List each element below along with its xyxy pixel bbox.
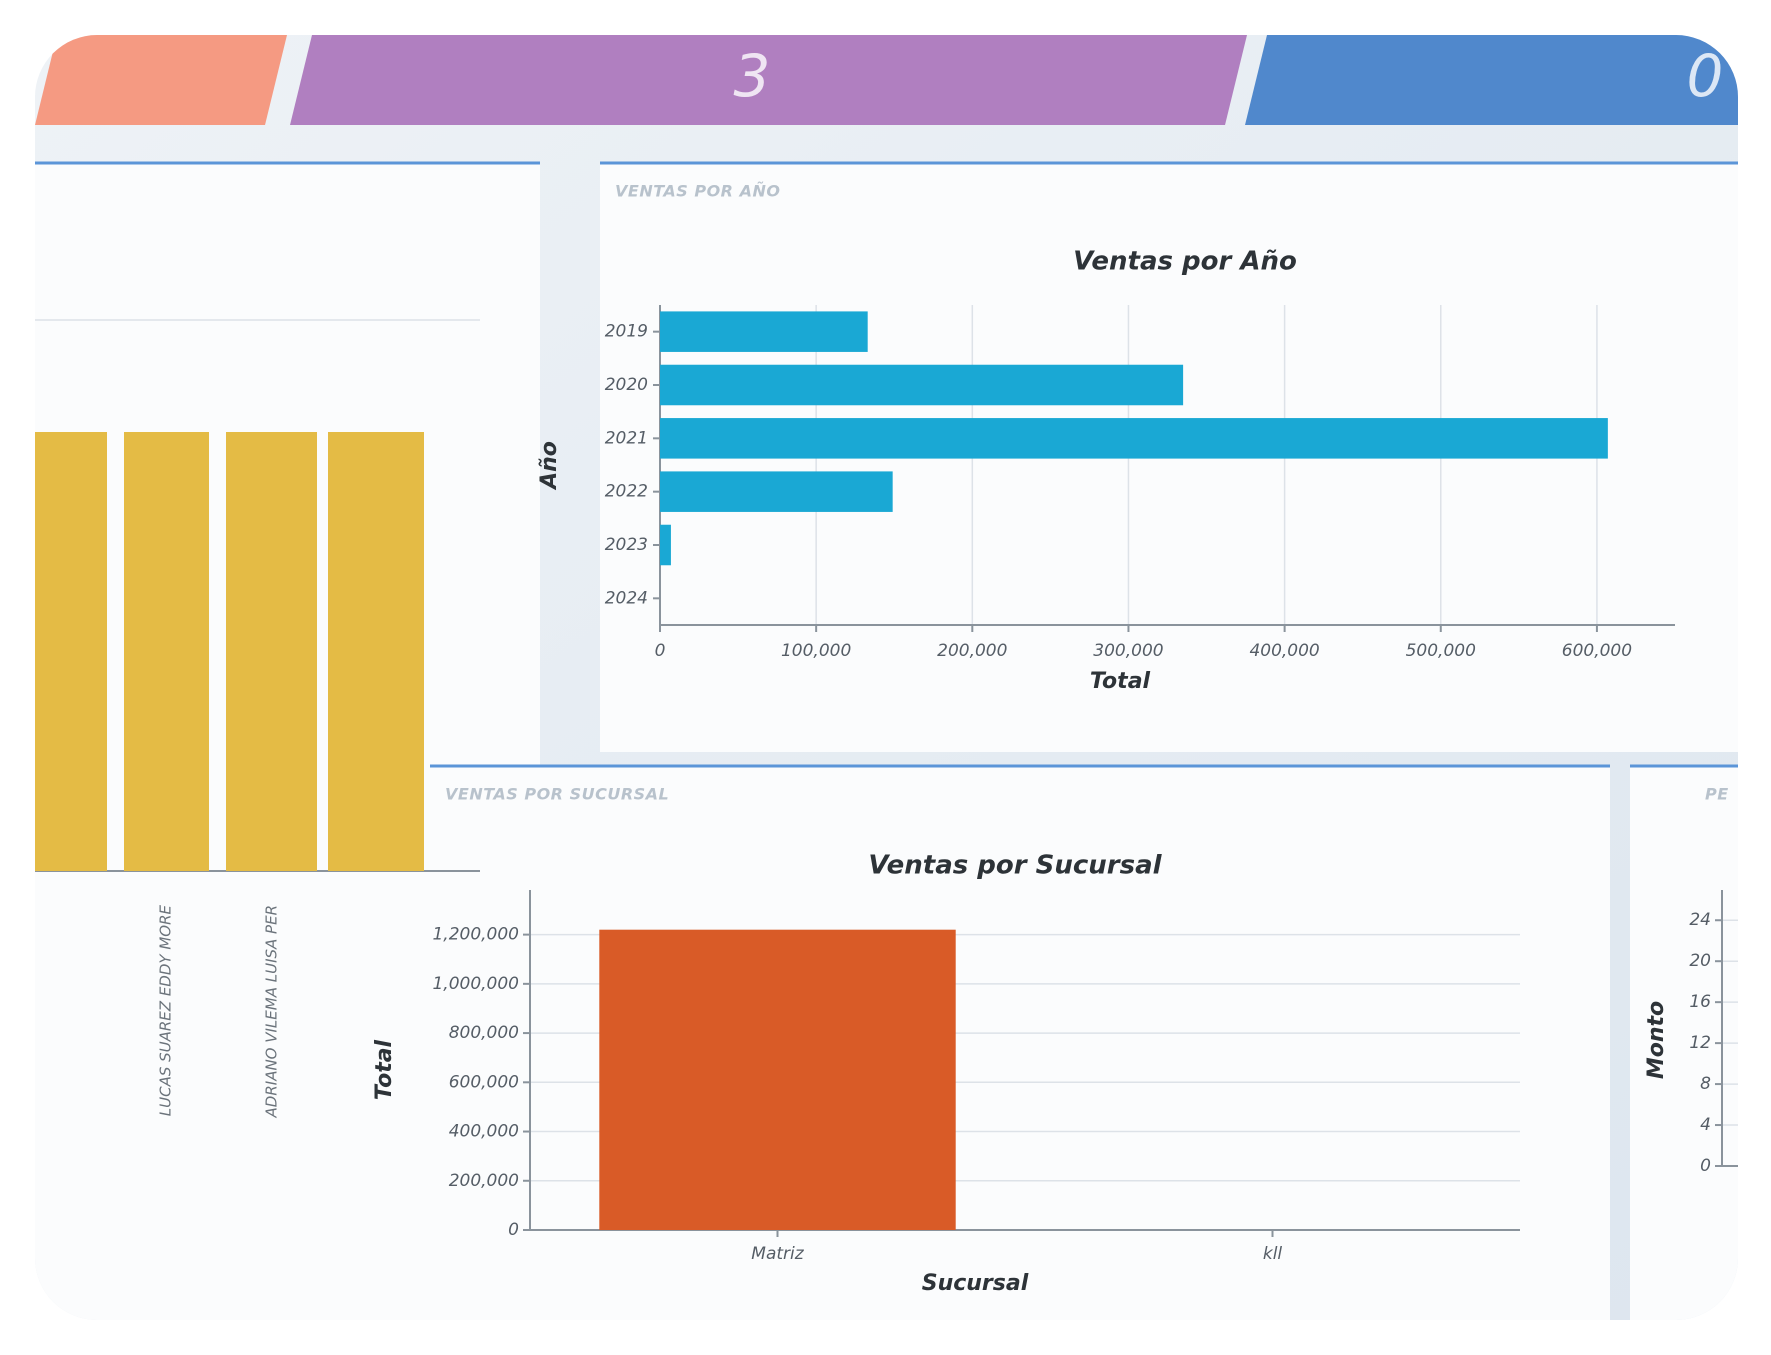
y-tick-label: 0 [1700, 1156, 1711, 1176]
chart-title: Ventas por Sucursal [868, 851, 1162, 881]
x-axis-title: Total [1090, 669, 1151, 694]
x-tick-label: 0 [655, 641, 666, 661]
y-tick-label: 600,000 [449, 1072, 519, 1092]
panel-title: VENTAS POR AÑO [615, 182, 780, 201]
y-axis-title: Monto [1644, 1001, 1669, 1079]
x-axis-title: Sucursal [922, 1271, 1029, 1296]
bar [660, 471, 893, 512]
y-tick-label: 8 [1700, 1074, 1711, 1094]
left-category-label: ADRIANO VILEMA LUISA PER [263, 905, 281, 1118]
y-tick-label: 20 [1689, 951, 1711, 971]
y-axis-title: Año [537, 441, 562, 491]
left-bar [226, 432, 317, 871]
bar [660, 418, 1608, 459]
stat-value: 3 [734, 42, 771, 110]
x-tick-label: 200,000 [937, 641, 1007, 661]
left-bar [35, 432, 107, 871]
bar [660, 524, 671, 566]
y-tick-label: 2022 [605, 482, 648, 502]
y-tick-label: 4 [1700, 1115, 1711, 1135]
x-tick-label: kll [1263, 1244, 1283, 1264]
y-tick-label: 24 [1689, 910, 1711, 930]
stat-card [1245, 35, 1738, 125]
y-tick-label: 2024 [605, 588, 648, 608]
y-tick-label: 12 [1689, 1033, 1711, 1053]
y-tick-label: 400,000 [449, 1122, 519, 1142]
dashboard: 3 0 LUCAS SUAREZ EDDY MORE ADRIANO VILEMA L… [35, 35, 1738, 1320]
panel-title: VENTAS POR SUCURSAL [445, 785, 669, 804]
y-tick-label: 2019 [605, 322, 648, 342]
y-tick-label: 0 [508, 1220, 519, 1240]
stat-card [290, 35, 1247, 125]
bar [599, 929, 956, 1230]
y-tick-label: 800,000 [449, 1023, 519, 1043]
y-tick-label: 2020 [605, 375, 648, 395]
bar [660, 311, 868, 352]
y-tick-label: 16 [1689, 992, 1711, 1012]
chart-title: Ventas por Año [1073, 247, 1297, 277]
y-tick-label: 2023 [605, 535, 648, 555]
x-tick-label: 600,000 [1562, 641, 1632, 661]
x-tick-label: Matriz [751, 1244, 804, 1264]
left-category-label: LUCAS SUAREZ EDDY MORE [157, 904, 175, 1116]
panel-title: PE [1705, 785, 1729, 804]
x-tick-label: 300,000 [1093, 641, 1163, 661]
left-bar [124, 432, 209, 871]
x-tick-label: 400,000 [1249, 641, 1319, 661]
stat-card [35, 35, 287, 125]
y-tick-label: 200,000 [449, 1171, 519, 1191]
y-tick-label: 1,000,000 [432, 974, 519, 994]
x-tick-label: 500,000 [1406, 641, 1476, 661]
y-axis-title: Total [372, 1039, 397, 1100]
y-tick-label: 1,200,000 [432, 925, 519, 945]
stat-value: 0 [1687, 42, 1724, 110]
left-bar [328, 432, 424, 871]
x-tick-label: 100,000 [781, 641, 851, 661]
y-tick-label: 2021 [605, 428, 648, 448]
bar [660, 364, 1184, 406]
